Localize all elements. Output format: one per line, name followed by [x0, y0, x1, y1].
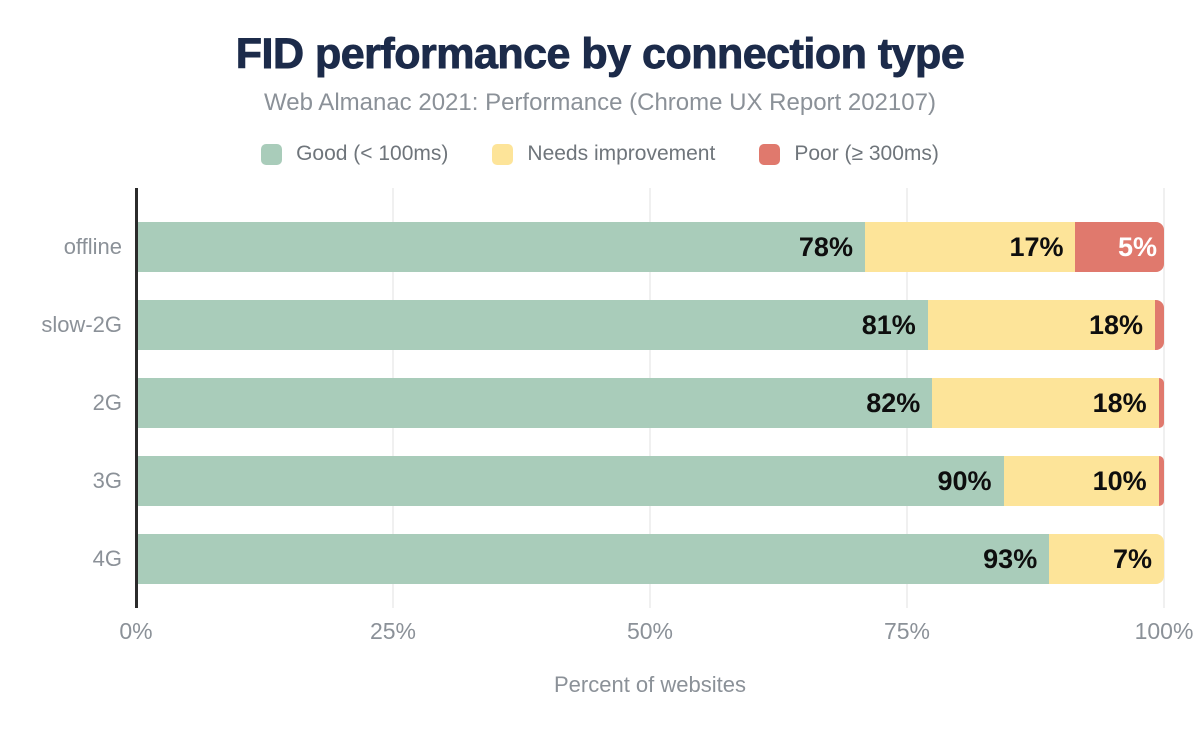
segment-offline-poor: 5%	[1075, 222, 1165, 272]
segment-2G-needs-improvement: 18%	[932, 378, 1159, 428]
legend-swatch-icon	[492, 143, 514, 165]
bar-value-label: 90%	[937, 465, 992, 496]
segment-offline-needs-improvement: 17%	[864, 222, 1076, 272]
bar-row-3G: 3G 90% 10%	[93, 456, 1164, 506]
legend-swatch-icon	[759, 143, 781, 165]
bar-value-label: 93%	[983, 543, 1038, 574]
segment-2G-good: 82%	[136, 378, 933, 428]
segment-2G-poor	[1158, 378, 1164, 428]
x-tick-label-0: 0%	[119, 618, 153, 644]
y-axis-label-slow-2G: slow-2G	[41, 312, 122, 337]
x-tick-label-100: 100%	[1134, 618, 1194, 644]
plot-area: 0% 25% 50% 75% 100% Percent of websites offl…	[41, 188, 1193, 697]
bar-value-label: 7%	[1112, 543, 1152, 574]
segment-3G-good: 90%	[136, 456, 1004, 506]
bar-value-label: 81%	[861, 309, 916, 340]
segment-4G-needs-improvement: 7%	[1049, 534, 1164, 584]
y-axis-label-3G: 3G	[92, 468, 122, 493]
bar-value-label: 17%	[1009, 231, 1064, 262]
bar-value-label: 5%	[1117, 231, 1158, 262]
segment-slow-2G-good: 81%	[136, 300, 928, 350]
bar-value-label: 10%	[1092, 465, 1147, 496]
legend-item-2: Poor (≥ 300ms)	[759, 142, 939, 166]
bar-value-label: 18%	[1089, 309, 1144, 340]
legend-label: Good (< 100ms)	[296, 142, 449, 165]
bar-value-label: 78%	[798, 231, 853, 262]
legend-label: Needs improvement	[527, 142, 716, 165]
bar-row-4G: 4G 93% 7%	[93, 534, 1164, 584]
gridline-100	[1163, 188, 1165, 608]
segment-offline-good: 78%	[136, 222, 865, 272]
segment-slow-2G-poor	[1155, 300, 1164, 350]
legend-swatch-icon	[261, 143, 283, 165]
x-tick-label-50: 50%	[626, 618, 674, 644]
x-tick-label-25: 25%	[369, 618, 417, 644]
y-axis-label-4G: 4G	[92, 546, 122, 571]
bar-stack-2G: 82% 18%	[136, 378, 1164, 428]
x-axis-title: Percent of websites	[554, 672, 746, 697]
y-axis-label-offline: offline	[63, 234, 122, 259]
legend-item-1: Needs improvement	[492, 142, 715, 166]
bar-value-label: 82%	[866, 387, 921, 418]
bar-row-2G: 2G 82% 18%	[93, 378, 1164, 428]
segment-3G-poor	[1158, 456, 1164, 506]
bar-value-label: 18%	[1092, 387, 1147, 418]
bar-stack-4G: 93% 7%	[136, 534, 1164, 584]
legend: Good (< 100ms) Needs improvement Poor (≥ 3…	[0, 142, 1200, 166]
bar-stack-slow-2G: 81% 18%	[136, 300, 1164, 350]
chart-title: FID performance by connection type	[235, 30, 965, 78]
segment-3G-needs-improvement: 10%	[1003, 456, 1159, 506]
y-axis-line	[135, 188, 138, 608]
bar-stack-3G: 90% 10%	[136, 456, 1164, 506]
legend-label: Poor (≥ 300ms)	[794, 142, 939, 165]
y-axis-label-2G: 2G	[92, 390, 122, 415]
x-axis-ticks: 0% 25% 50% 75% 100%	[119, 618, 1193, 646]
chart-subtitle: Web Almanac 2021: Performance (Chrome UX…	[264, 89, 936, 116]
segment-slow-2G-needs-improvement: 18%	[927, 300, 1156, 350]
legend-item-0: Good (< 100ms)	[261, 142, 448, 166]
x-tick-label-75: 75%	[883, 618, 931, 644]
bar-row-slow-2G: slow-2G 81% 18%	[41, 300, 1164, 350]
segment-4G-good: 93%	[136, 534, 1050, 584]
bar-row-offline: offline 78% 17% 5%	[64, 222, 1165, 272]
bar-stack-offline: 78% 17% 5%	[136, 222, 1165, 272]
